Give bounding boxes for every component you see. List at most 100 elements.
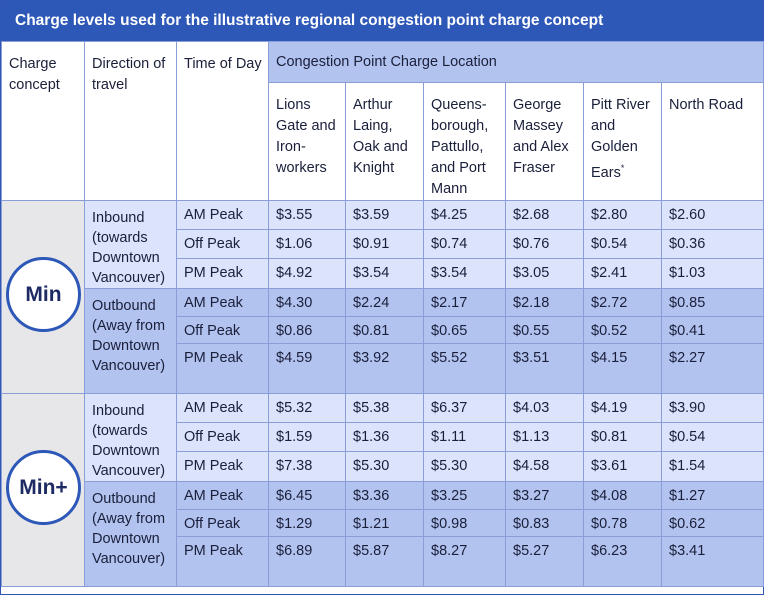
time-of-day-cell: AM Peak [176, 200, 269, 230]
charge-value-cell: $0.55 [505, 316, 584, 344]
charge-value-cell: $5.87 [345, 536, 424, 587]
header-location-group: Congestion Point Charge Location [267, 41, 765, 83]
charge-value-cell: $5.52 [423, 343, 506, 394]
table-row: Off Peak $0.86 $0.81 $0.65 $0.55 $0.52 $0.41 [2, 316, 765, 344]
time-of-day-cell: PM Peak [176, 257, 269, 290]
charge-value-cell: $1.13 [505, 421, 584, 452]
charge-value-cell: $3.90 [660, 393, 765, 423]
table-row: Outbound (Away from Downtown Vancouver) A… [2, 288, 765, 394]
charge-value-cell: $0.52 [583, 316, 662, 344]
time-of-day-cell: Off Peak [176, 316, 269, 344]
charge-value-cell: $2.27 [660, 343, 765, 394]
table-row: Off Peak $1.59 $1.36 $1.11 $1.13 $0.81 $0.54 [2, 421, 765, 452]
charge-value-cell: $0.81 [345, 316, 424, 344]
table-body: Min Inbound (towards Downtown Vancouver) A… [1, 200, 765, 587]
table-row: Min Inbound (towards Downtown Vancouver) A… [1, 200, 765, 394]
time-of-day-cell: AM Peak [176, 288, 269, 317]
charge-value-cell: $0.98 [423, 509, 506, 537]
charge-value-cell: $4.30 [268, 288, 346, 317]
charge-value-cell: $2.68 [505, 200, 584, 230]
header-location-queensborough: Queens-borough, Pattullo, and Port Mann [423, 82, 506, 201]
charge-value-cell: $6.45 [268, 481, 346, 510]
table-row: Min+ Inbound (towards Downtown Vancouver)… [1, 393, 765, 587]
charge-value-cell: $3.59 [345, 200, 424, 230]
charge-value-cell: $1.59 [268, 421, 346, 452]
header-location-arthur-laing: Arthur Laing, Oak and Knight [345, 82, 424, 201]
charge-value-cell: $2.72 [583, 288, 662, 317]
time-of-day-cell: PM Peak [176, 450, 269, 483]
footnote-mark: * [620, 163, 625, 173]
charge-value-cell: $0.62 [660, 509, 765, 537]
charge-value-cell: $2.60 [660, 200, 765, 230]
charge-value-cell: $8.27 [423, 536, 506, 587]
charge-value-cell: $1.54 [660, 450, 765, 483]
charge-value-cell: $5.30 [423, 450, 506, 483]
charge-value-cell: $4.08 [583, 481, 662, 510]
concept-cell: Min+ [1, 393, 85, 587]
charge-value-cell: $1.21 [345, 509, 424, 537]
charge-value-cell: $0.81 [583, 421, 662, 452]
table-row: PM Peak $4.59 $3.92 $5.52 $3.51 $4.15 $2.27 [2, 343, 765, 394]
charge-value-cell: $2.18 [505, 288, 584, 317]
charge-value-cell: $1.36 [345, 421, 424, 452]
table-row: Off Peak $1.29 $1.21 $0.98 $0.83 $0.78 $0.62 [2, 509, 765, 537]
charge-value-cell: $0.54 [660, 421, 765, 452]
charge-value-cell: $3.05 [505, 257, 584, 290]
charge-value-cell: $0.86 [268, 316, 346, 344]
charge-value-cell: $3.54 [423, 257, 506, 290]
charge-value-cell: $5.27 [505, 536, 584, 587]
header-time-of-day: Time of Day [176, 41, 269, 201]
time-of-day-cell: AM Peak [176, 393, 269, 423]
charge-value-cell: $3.25 [423, 481, 506, 510]
charge-value-cell: $4.19 [583, 393, 662, 423]
direction-cell: Outbound (Away from Downtown Vancouver) [84, 288, 177, 394]
charge-value-cell: $1.06 [268, 228, 346, 259]
charge-value-cell: $1.03 [660, 257, 765, 290]
table-row: Outbound (Away from Downtown Vancouver) A… [2, 481, 765, 587]
charge-value-cell: $0.78 [583, 509, 662, 537]
charge-value-cell: $5.32 [268, 393, 346, 423]
charge-value-cell: $4.15 [583, 343, 662, 394]
concept-cell: Min [1, 200, 85, 394]
header-location-lions-gate: Lions Gate and Iron-workers [268, 82, 346, 201]
time-of-day-cell: Off Peak [176, 228, 269, 259]
charge-value-cell: $3.36 [345, 481, 424, 510]
charge-value-cell: $2.17 [423, 288, 506, 317]
charge-value-cell: $3.27 [505, 481, 584, 510]
charge-value-cell: $0.54 [583, 228, 662, 259]
time-of-day-cell: PM Peak [176, 536, 269, 587]
charge-value-cell: $2.24 [345, 288, 424, 317]
direction-cell: Inbound (towards Downtown Vancouver) [84, 393, 177, 482]
charge-value-cell: $7.38 [268, 450, 346, 483]
charge-value-cell: $1.11 [423, 421, 506, 452]
charge-value-cell: $2.41 [583, 257, 662, 290]
charge-value-cell: $0.41 [660, 316, 765, 344]
time-of-day-cell: Off Peak [176, 421, 269, 452]
table-row: Off Peak $1.06 $0.91 $0.74 $0.76 $0.54 $0.36 [2, 228, 765, 259]
table-row: PM Peak $6.89 $5.87 $8.27 $5.27 $6.23 $3.41 [2, 536, 765, 587]
charge-value-cell: $6.37 [423, 393, 506, 423]
time-of-day-cell: AM Peak [176, 481, 269, 510]
charge-value-cell: $6.89 [268, 536, 346, 587]
header-location-north-road: North Road [660, 82, 765, 201]
time-of-day-cell: PM Peak [176, 343, 269, 394]
charge-value-cell: $0.65 [423, 316, 506, 344]
charge-value-cell: $5.38 [345, 393, 424, 423]
charge-value-cell: $0.85 [660, 288, 765, 317]
concept-badge: Min [6, 257, 81, 332]
direction-cell: Inbound (towards Downtown Vancouver) [84, 200, 177, 289]
charge-value-cell: $0.76 [505, 228, 584, 259]
charge-value-cell: $0.91 [345, 228, 424, 259]
table-row: PM Peak $4.92 $3.54 $3.54 $3.05 $2.41 $1.03 [2, 257, 765, 290]
charge-value-cell: $3.92 [345, 343, 424, 394]
charge-value-cell: $2.80 [583, 200, 662, 230]
pitt-river-label: Pitt River and Golden Ears [591, 97, 650, 181]
charge-value-cell: $0.36 [660, 228, 765, 259]
charge-value-cell: $3.51 [505, 343, 584, 394]
charge-value-cell: $4.92 [268, 257, 346, 290]
charge-value-cell: $4.58 [505, 450, 584, 483]
charge-value-cell: $4.25 [423, 200, 506, 230]
table-title: Charge levels used for the illustrative … [1, 1, 763, 41]
charge-value-cell: $3.55 [268, 200, 346, 230]
